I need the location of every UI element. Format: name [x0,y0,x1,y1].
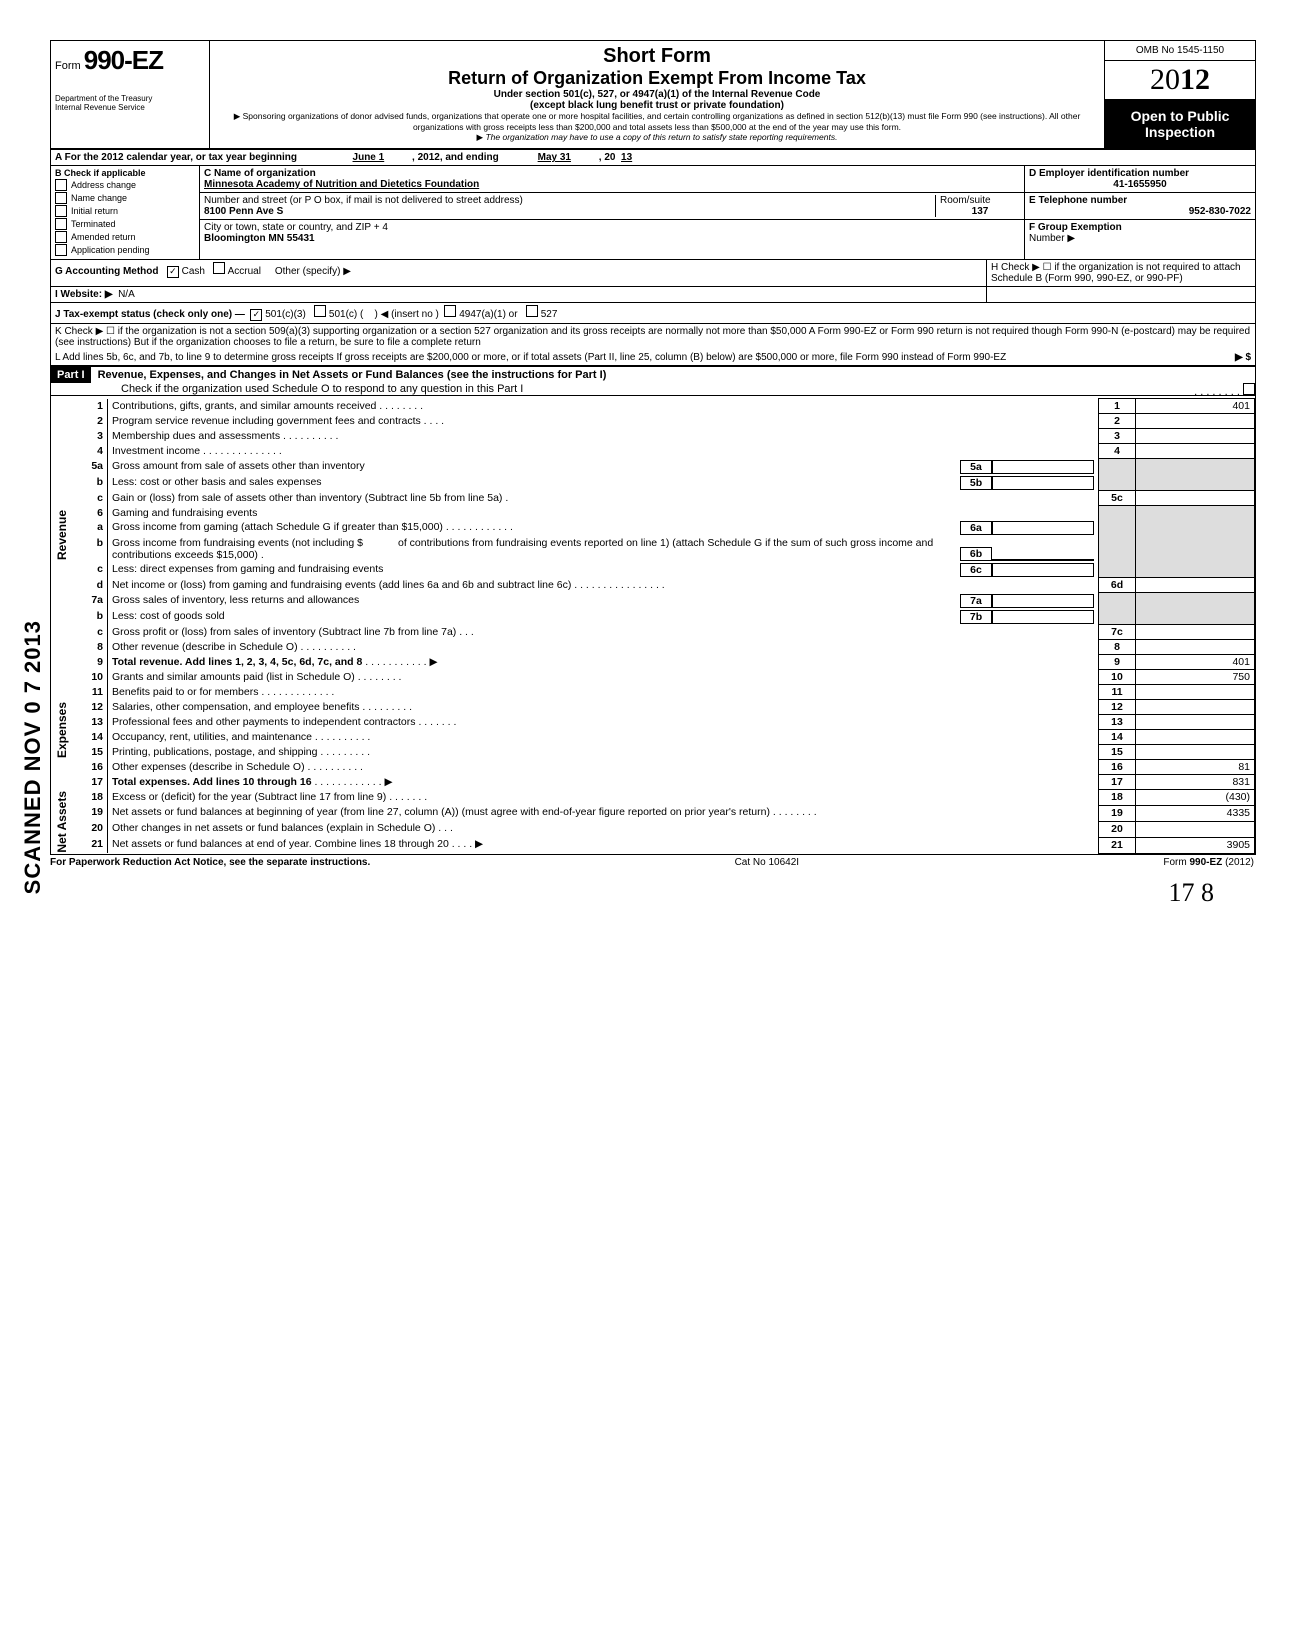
return-title: Return of Organization Exempt From Incom… [218,68,1096,89]
row-i: I Website: ▶ N/A [51,287,1255,303]
row-k: K Check ▶ ☐ if the organization is not a… [51,324,1255,350]
col-de: D Employer identification number 41-1655… [1025,166,1255,259]
row-l: L Add lines 5b, 6c, and 7b, to line 9 to… [51,350,1255,366]
omb-number: OMB No 1545-1150 [1105,41,1255,61]
part1-header: Part I Revenue, Expenses, and Changes in… [51,366,1255,396]
cb-schedule-o[interactable] [1243,383,1255,395]
val-9: 401 [1136,655,1255,670]
col-b-checkboxes: B Check if applicable Address change Nam… [51,166,200,259]
cb-501c[interactable] [314,305,326,317]
org-name: Minnesota Academy of Nutrition and Diete… [204,179,1020,190]
cb-cash[interactable]: ✓ [167,266,179,278]
row-a-tax-year: A For the 2012 calendar year, or tax yea… [51,150,1255,166]
copy-note: ▶ The organization may have to use a cop… [218,132,1096,143]
cb-initial[interactable] [55,205,67,217]
row-g: G Accounting Method ✓ Cash Accrual Other… [51,260,1255,287]
org-city: Bloomington MN 55431 [204,233,1020,244]
under-section: Under section 501(c), 527, or 4947(a)(1)… [218,89,1096,100]
org-room: 137 [940,206,1020,217]
page-footer: For Paperwork Reduction Act Notice, see … [50,855,1254,868]
except: (except black lung benefit trust or priv… [218,100,1096,111]
dept-treasury: Department of the Treasury [55,94,205,103]
val-21: 3905 [1136,837,1255,853]
short-form-title: Short Form [218,45,1096,68]
form-990ez: Form 990-EZ Department of the Treasury I… [50,40,1256,855]
val-19: 4335 [1136,805,1255,821]
tax-year: 2012 [1105,61,1255,100]
scanned-stamp: SCANNED NOV 0 7 2013 [20,620,46,894]
row-h: H Check ▶ ☐ if the organization is not r… [986,260,1255,286]
side-expenses: Expenses [51,670,73,790]
cb-4947[interactable] [444,305,456,317]
val-10: 750 [1136,670,1255,685]
col-c-org: C Name of organization Minnesota Academy… [200,166,1025,259]
dept-irs: Internal Revenue Service [55,103,205,112]
handwritten-note: 17 8 [50,878,1254,908]
val-1: 401 [1136,399,1255,414]
info-grid: B Check if applicable Address change Nam… [51,166,1255,260]
side-revenue: Revenue [51,399,73,670]
open-public: Open to Public Inspection [1105,100,1255,148]
cb-527[interactable] [526,305,538,317]
lines-table: Revenue 1Contributions, gifts, grants, a… [51,398,1255,854]
org-street: 8100 Penn Ave S [204,206,935,217]
val-18: (430) [1136,790,1255,806]
cb-terminated[interactable] [55,218,67,230]
cb-address[interactable] [55,179,67,191]
sponsor-note: ▶ Sponsoring organizations of donor advi… [218,111,1096,132]
val-17: 831 [1136,775,1255,790]
cb-amended[interactable] [55,231,67,243]
val-16: 81 [1136,760,1255,775]
cb-accrual[interactable] [213,262,225,274]
phone: 952-830-7022 [1029,206,1251,217]
cb-pending[interactable] [55,244,67,256]
cb-501c3[interactable]: ✓ [250,309,262,321]
ein: 41-1655950 [1029,179,1251,190]
side-netassets: Net Assets [51,790,73,854]
form-number: Form 990-EZ [55,45,205,76]
cb-name[interactable] [55,192,67,204]
form-header: Form 990-EZ Department of the Treasury I… [51,41,1255,150]
row-j: J Tax-exempt status (check only one) — ✓… [51,303,1255,324]
